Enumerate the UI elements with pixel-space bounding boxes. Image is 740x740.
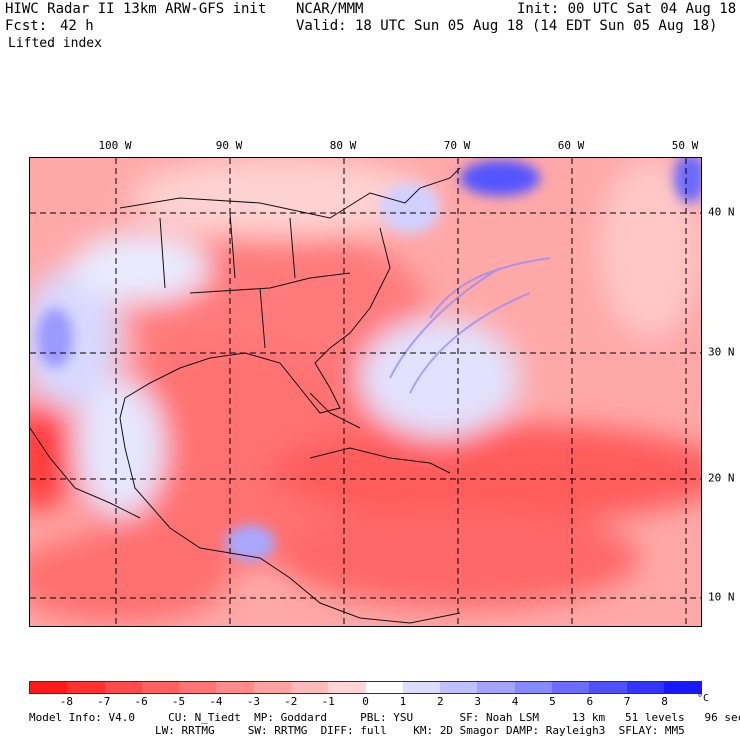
colorbar-swatch xyxy=(290,682,329,693)
lat-label: 30 N xyxy=(708,345,735,359)
colorbar-swatch xyxy=(253,682,291,693)
field-name: Lifted index xyxy=(8,36,102,51)
lon-label: 80 W xyxy=(329,139,357,152)
colorbar-swatch xyxy=(477,682,515,693)
colorbar-tick-label: -7 xyxy=(97,695,111,708)
lifted-index-map xyxy=(29,157,702,627)
colorbar-swatch xyxy=(30,682,68,693)
stable-bands xyxy=(389,257,551,394)
colorbar-tick-label: -3 xyxy=(246,695,260,708)
init-time: Init: 00 UTC Sat 04 Aug 18 xyxy=(517,1,737,17)
colorbar-swatch xyxy=(365,682,403,693)
colorbar-tick-label: 7 xyxy=(623,695,631,708)
lon-label: 90 W xyxy=(215,139,243,152)
colorbar-tick-label: 3 xyxy=(474,695,481,708)
model-info-line1: Model Info: V4.0 CU: N_Tiedt MP: Goddard… xyxy=(29,711,740,724)
colorbar-swatch xyxy=(626,682,664,693)
colorbar-tick-label: -1 xyxy=(321,695,335,708)
colorbar-swatch xyxy=(104,682,142,693)
organization-label: NCAR/MMM xyxy=(296,1,364,17)
lon-label: 100 W xyxy=(98,139,132,152)
colorbar-tick-label: -6 xyxy=(134,695,148,708)
lat-label: 40 N xyxy=(708,205,735,219)
chart-title: HIWC Radar II 13km ARW-GFS init xyxy=(5,1,267,17)
colorbar-tick-label: 8 xyxy=(661,695,668,708)
colorbar-tick-label: 1 xyxy=(399,695,407,708)
model-info-line2: LW: RRTMG SW: RRTMG DIFF: full KM: 2D Sm… xyxy=(155,724,685,737)
lon-label: 60 W xyxy=(557,139,585,152)
valid-time: Valid: 18 UTC Sun 05 Aug 18 (14 EDT Sun … xyxy=(296,18,718,34)
forecast-hour: 42 h xyxy=(60,18,94,34)
colorbar-tick-label: 2 xyxy=(436,695,444,708)
colorbar-swatch xyxy=(402,682,441,693)
colorbar-swatch xyxy=(328,682,366,693)
colorbar-tick-label: 5 xyxy=(549,695,556,708)
colorbar xyxy=(29,681,702,694)
colorbar-tick-label: -4 xyxy=(209,695,223,708)
colorbar-swatch xyxy=(514,682,552,693)
lon-label: 70 W xyxy=(443,139,471,152)
colorbar-swatch xyxy=(216,682,254,693)
colorbar-swatch xyxy=(663,682,702,693)
colorbar-swatch xyxy=(551,682,590,693)
colorbar-tick-label: 0 xyxy=(362,695,369,708)
colorbar-tick-label: -8 xyxy=(59,695,73,708)
colorbar-swatch xyxy=(589,682,627,693)
map-canvas xyxy=(30,158,701,626)
colorbar-tick-label: 4 xyxy=(511,695,519,708)
colorbar-swatch xyxy=(179,682,217,693)
forecast-label: Fcst: xyxy=(5,18,48,34)
lifted-index-field xyxy=(30,158,701,623)
colorbar-swatch xyxy=(67,682,105,693)
lat-label: 10 N xyxy=(708,590,735,604)
colorbar-tick-label: -5 xyxy=(171,695,186,708)
colorbar-unit: °C xyxy=(697,693,710,704)
colorbar-swatch xyxy=(141,682,180,693)
lon-label: 50 W xyxy=(671,139,699,152)
lat-lon-grid xyxy=(30,158,701,626)
colorbar-tick-label: -2 xyxy=(284,695,298,708)
lat-label: 20 N xyxy=(708,471,735,485)
coastlines-and-borders xyxy=(30,167,461,624)
colorbar-swatch xyxy=(440,682,478,693)
colorbar-tick-label: 6 xyxy=(586,695,594,708)
